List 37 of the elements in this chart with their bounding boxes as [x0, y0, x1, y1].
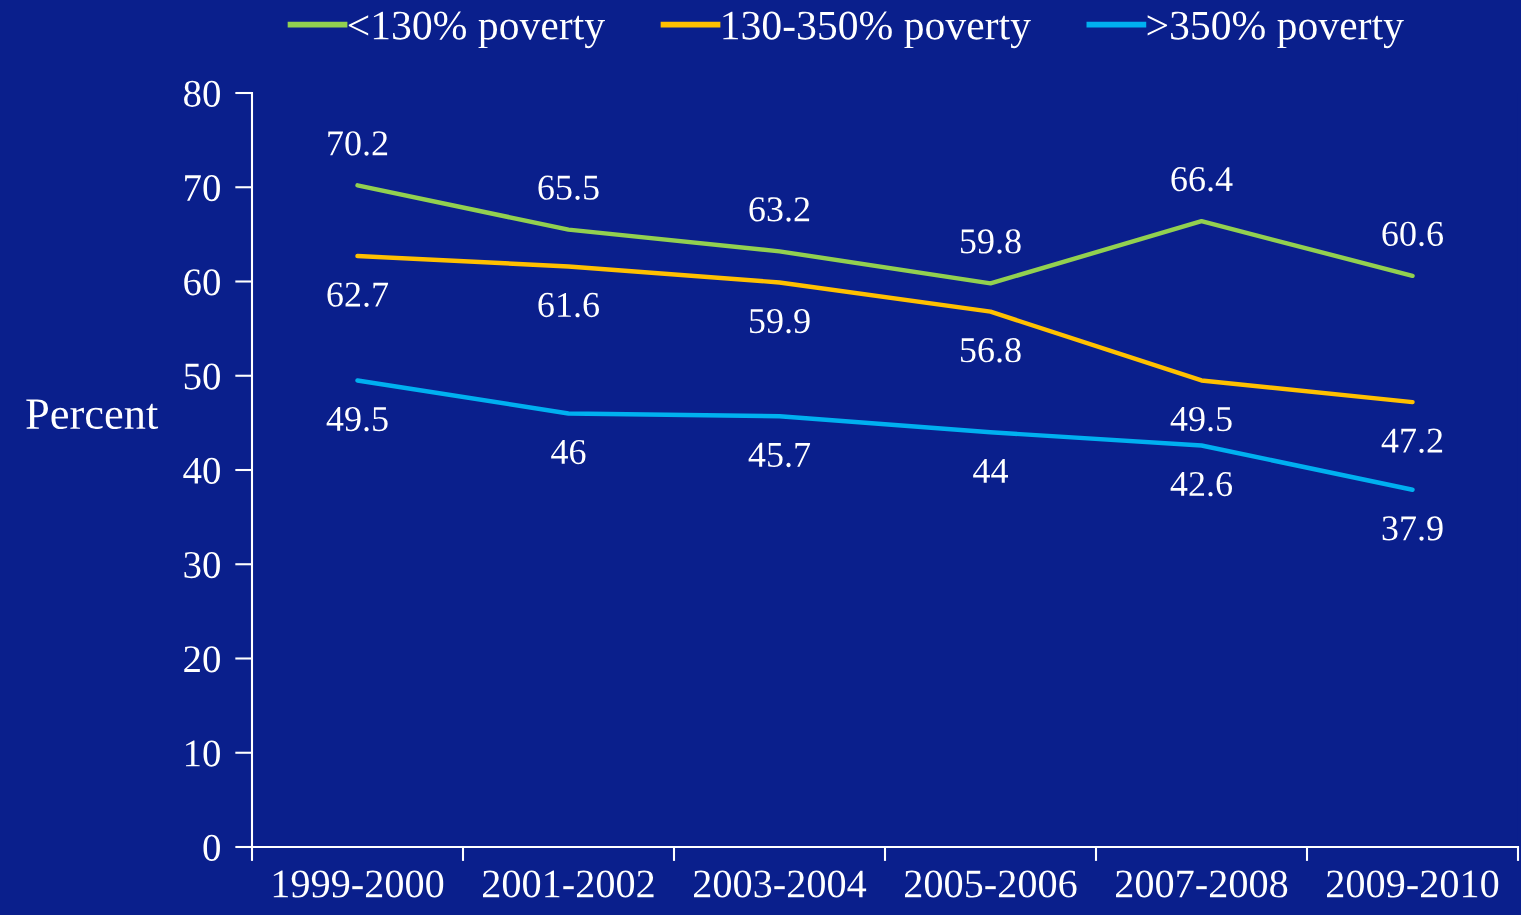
x-tick-label: 2005-2006: [905, 870, 1077, 898]
data-label: 61.6: [538, 292, 600, 318]
y-tick-label: 60: [184, 269, 220, 296]
data-label: 65.5: [538, 175, 599, 200]
x-tick-label: 2007-2008: [1116, 870, 1288, 898]
x-tick-label: 2003-2004: [694, 870, 867, 898]
x-tick-label: 2001-2002: [483, 870, 654, 898]
data-label: 62.7: [327, 282, 389, 307]
legend-label: >350% poverty: [1147, 11, 1404, 49]
legend-label: <130% poverty: [348, 11, 605, 49]
data-label: 46: [551, 439, 586, 465]
data-label: 49.5: [326, 406, 388, 432]
y-tick-label: 10: [185, 740, 220, 767]
y-tick-label: 40: [183, 457, 220, 484]
data-label: 59.8: [961, 229, 1021, 254]
x-tick-label: 2009-2010: [1327, 870, 1499, 898]
data-label: 70.2: [328, 131, 388, 156]
data-label: 49.5: [1170, 406, 1232, 432]
y-tick-label: 80: [184, 80, 220, 107]
legend-label: 130-350% poverty: [723, 11, 1031, 49]
data-label: 56.8: [961, 338, 1021, 363]
y-axis-title: Percent: [26, 399, 159, 430]
data-label: 66.4: [1171, 167, 1233, 192]
data-label: 45.7: [748, 442, 811, 468]
y-tick-label: 30: [184, 551, 220, 579]
y-tick-label: 50: [184, 363, 220, 390]
y-tick-label: 20: [184, 646, 220, 673]
data-label: 59.9: [750, 308, 810, 334]
data-label: 42.6: [1170, 471, 1233, 497]
data-label: 44: [973, 458, 1008, 483]
data-label: 63.2: [749, 197, 810, 222]
data-label: 37.9: [1382, 516, 1443, 541]
data-label: 60.6: [1382, 221, 1444, 247]
y-tick-label: 0: [203, 834, 220, 861]
data-label: 47.2: [1381, 428, 1443, 453]
x-tick-label: 1999-2000: [273, 870, 444, 898]
y-tick-label: 70: [185, 174, 220, 202]
